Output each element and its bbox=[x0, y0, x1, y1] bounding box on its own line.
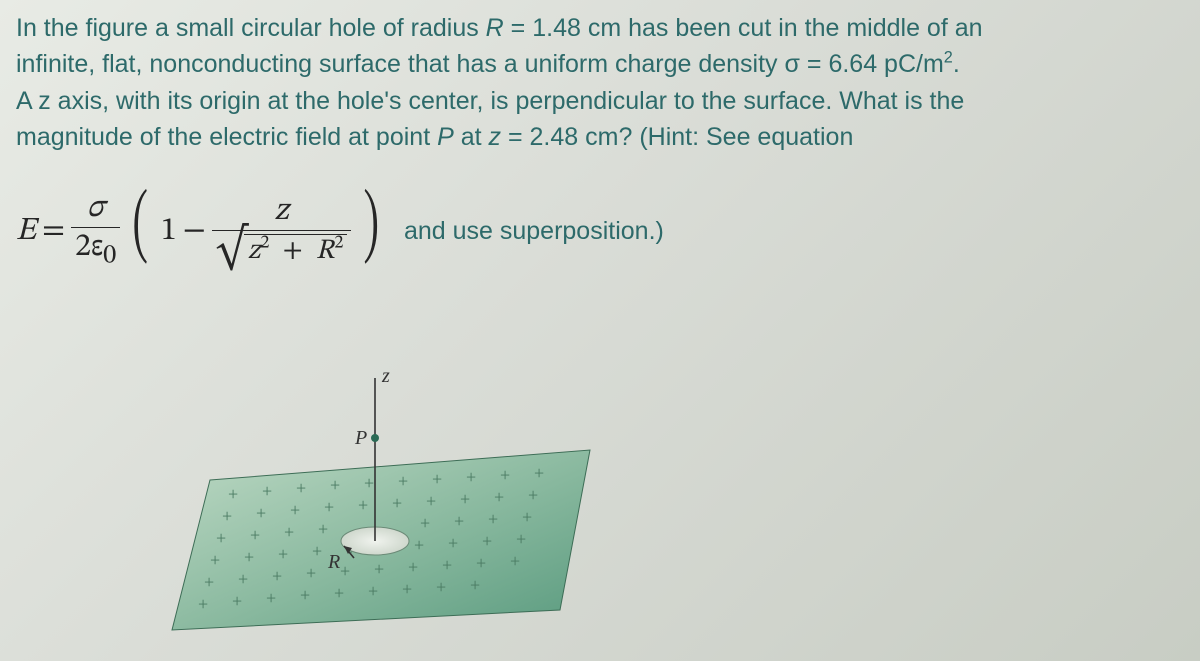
problem-statement: In the figure a small circular hole of r… bbox=[16, 10, 1180, 155]
equation: E = σ 2ε0 ( 1 − z √ z2 + R2 ) bbox=[16, 192, 386, 270]
svg-text:+: + bbox=[266, 588, 276, 608]
svg-text:+: + bbox=[284, 522, 294, 542]
eps-sub: 0 bbox=[103, 243, 116, 269]
svg-text:+: + bbox=[204, 572, 214, 592]
text: infinite, flat, nonconducting surface th… bbox=[16, 50, 785, 78]
hint-equation-row: E = σ 2ε0 ( 1 − z √ z2 + R2 ) and u bbox=[16, 192, 664, 270]
svg-text:+: + bbox=[330, 475, 340, 495]
svg-text:+: + bbox=[442, 555, 452, 575]
svg-text:+: + bbox=[398, 471, 408, 491]
z2: z bbox=[248, 237, 261, 265]
R-label: R bbox=[327, 551, 340, 573]
z-axis-label: z bbox=[381, 365, 390, 387]
text: magnitude of the electric field at point bbox=[16, 123, 437, 151]
svg-text:+: + bbox=[312, 541, 322, 561]
svg-text:+: + bbox=[482, 531, 492, 551]
svg-text:+: + bbox=[522, 507, 532, 527]
text: has been cut in the middle of an bbox=[621, 14, 982, 42]
value-z: 2.48 cm bbox=[530, 123, 619, 151]
svg-text:+: + bbox=[210, 550, 220, 570]
plus: + bbox=[283, 237, 303, 265]
text: = bbox=[800, 50, 829, 78]
text: . bbox=[953, 50, 960, 78]
svg-text:+: + bbox=[272, 566, 282, 586]
var-R: R bbox=[486, 14, 504, 42]
right-paren: ) bbox=[364, 196, 380, 266]
svg-text:+: + bbox=[436, 577, 446, 597]
text: ? (Hint: See equation bbox=[618, 123, 853, 151]
svg-text:+: + bbox=[534, 463, 544, 483]
equals: = bbox=[42, 211, 65, 251]
text: In the figure a small circular hole of r… bbox=[16, 14, 486, 42]
svg-text:+: + bbox=[364, 473, 374, 493]
fraction-z-over-root: z √ z2 + R2 bbox=[212, 195, 352, 268]
svg-text:+: + bbox=[250, 525, 260, 545]
exp: 2 bbox=[944, 49, 953, 67]
text: = bbox=[501, 123, 530, 151]
svg-text:+: + bbox=[454, 511, 464, 531]
value-R: 1.48 cm bbox=[532, 14, 621, 42]
svg-text:+: + bbox=[510, 551, 520, 571]
text: A z axis, with its origin at the hole's … bbox=[16, 87, 964, 115]
value-sigma: 6.64 pC/m bbox=[828, 50, 943, 78]
two-eps: 2ε bbox=[75, 231, 103, 263]
figure-diagram: ++++++++++ ++++++++++ ++++ ++++ ++++++++… bbox=[150, 360, 630, 640]
E: E bbox=[16, 211, 36, 251]
svg-text:+: + bbox=[340, 561, 350, 581]
svg-text:+: + bbox=[238, 569, 248, 589]
one: 1 bbox=[161, 211, 177, 251]
svg-text:+: + bbox=[494, 487, 504, 507]
sigma: σ bbox=[87, 192, 104, 224]
svg-text:+: + bbox=[244, 547, 254, 567]
text: at bbox=[454, 123, 489, 151]
var-P: P bbox=[437, 123, 454, 151]
text: = bbox=[504, 14, 533, 42]
svg-text:+: + bbox=[392, 493, 402, 513]
svg-text:+: + bbox=[324, 497, 334, 517]
svg-text:+: + bbox=[278, 544, 288, 564]
left-paren: ( bbox=[133, 196, 149, 266]
svg-text:+: + bbox=[402, 579, 412, 599]
point-P bbox=[371, 434, 379, 442]
svg-text:+: + bbox=[368, 581, 378, 601]
svg-text:+: + bbox=[228, 484, 238, 504]
svg-text:+: + bbox=[420, 513, 430, 533]
svg-text:+: + bbox=[318, 519, 328, 539]
svg-text:+: + bbox=[306, 563, 316, 583]
svg-text:+: + bbox=[334, 583, 344, 603]
svg-text:+: + bbox=[488, 509, 498, 529]
svg-text:+: + bbox=[470, 575, 480, 595]
svg-text:+: + bbox=[476, 553, 486, 573]
svg-text:+: + bbox=[426, 491, 436, 511]
svg-text:+: + bbox=[448, 533, 458, 553]
var-z: z bbox=[489, 123, 502, 151]
svg-text:+: + bbox=[256, 503, 266, 523]
svg-text:+: + bbox=[528, 485, 538, 505]
svg-text:+: + bbox=[414, 535, 424, 555]
svg-text:+: + bbox=[300, 585, 310, 605]
svg-text:+: + bbox=[358, 495, 368, 515]
svg-text:+: + bbox=[408, 557, 418, 577]
svg-text:+: + bbox=[296, 478, 306, 498]
sqrt: √ z2 + R2 bbox=[216, 234, 348, 266]
minus: − bbox=[183, 211, 206, 251]
svg-text:+: + bbox=[500, 465, 510, 485]
svg-text:+: + bbox=[222, 506, 232, 526]
svg-text:+: + bbox=[262, 481, 272, 501]
svg-text:+: + bbox=[516, 529, 526, 549]
svg-text:+: + bbox=[290, 500, 300, 520]
z-num: z bbox=[274, 195, 289, 227]
svg-text:+: + bbox=[460, 489, 470, 509]
svg-text:+: + bbox=[216, 528, 226, 548]
svg-text:+: + bbox=[466, 467, 476, 487]
svg-text:+: + bbox=[198, 594, 208, 614]
svg-text:+: + bbox=[374, 559, 384, 579]
R2: R bbox=[316, 237, 334, 265]
P-label: P bbox=[354, 427, 367, 449]
hint-suffix: and use superposition.) bbox=[404, 217, 664, 246]
var-sigma: σ bbox=[785, 50, 800, 78]
svg-text:+: + bbox=[232, 591, 242, 611]
svg-text:+: + bbox=[432, 469, 442, 489]
fraction-sigma-over-2eps0: σ 2ε0 bbox=[71, 192, 120, 270]
